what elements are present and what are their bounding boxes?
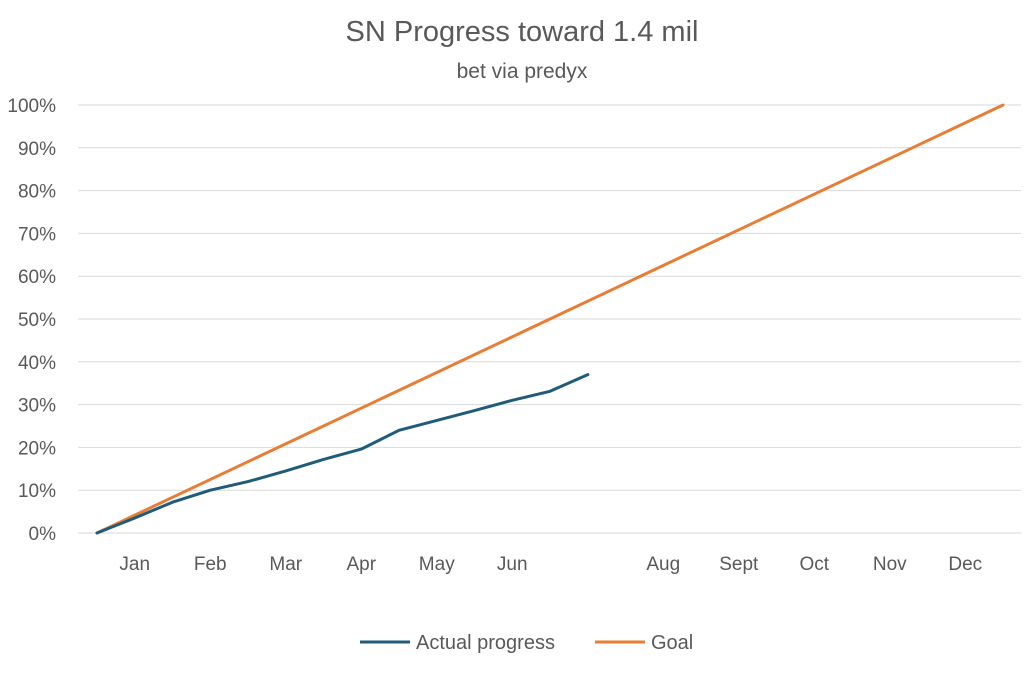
y-axis-ticks: 0% 10% 20% 30% 40% 50% 60% 70% 80% 90% 100% xyxy=(7,96,56,545)
x-tick-label: Feb xyxy=(194,554,227,575)
legend-label-actual-progress: Actual progress xyxy=(416,632,555,654)
y-tick-label: 20% xyxy=(18,438,56,459)
y-tick-label: 70% xyxy=(18,224,56,245)
x-axis-ticks: Jan Feb Mar Apr May Jun Aug Sept Oct Nov Dec xyxy=(119,554,982,575)
y-tick-label: 50% xyxy=(18,310,56,331)
y-tick-label: 40% xyxy=(18,353,56,374)
x-tick-label: Aug xyxy=(646,554,680,575)
series-line-actual-progress xyxy=(95,373,590,535)
series-lines xyxy=(95,103,1005,535)
y-tick-label: 10% xyxy=(18,481,56,502)
y-tick-label: 100% xyxy=(7,96,56,117)
x-tick-label: Oct xyxy=(799,554,829,575)
x-tick-label: Apr xyxy=(346,554,376,575)
x-tick-label: May xyxy=(419,554,455,575)
x-tick-label: Nov xyxy=(873,554,907,575)
y-tick-label: 0% xyxy=(29,524,57,545)
legend: Actual progress Goal xyxy=(360,632,693,654)
x-tick-label: Mar xyxy=(269,554,302,575)
x-tick-label: Dec xyxy=(948,554,982,575)
y-tick-label: 90% xyxy=(18,139,56,160)
chart-subtitle: bet via predyx xyxy=(457,60,588,83)
x-tick-label: Jun xyxy=(497,554,528,575)
y-tick-label: 60% xyxy=(18,267,56,288)
chart-title: SN Progress toward 1.4 mil xyxy=(346,16,699,48)
y-tick-label: 80% xyxy=(18,182,56,203)
x-tick-label: Jan xyxy=(119,554,150,575)
y-tick-label: 30% xyxy=(18,396,56,417)
x-tick-label: Sept xyxy=(719,554,759,575)
legend-label-goal: Goal xyxy=(651,632,693,654)
series-line-goal xyxy=(95,103,1005,535)
